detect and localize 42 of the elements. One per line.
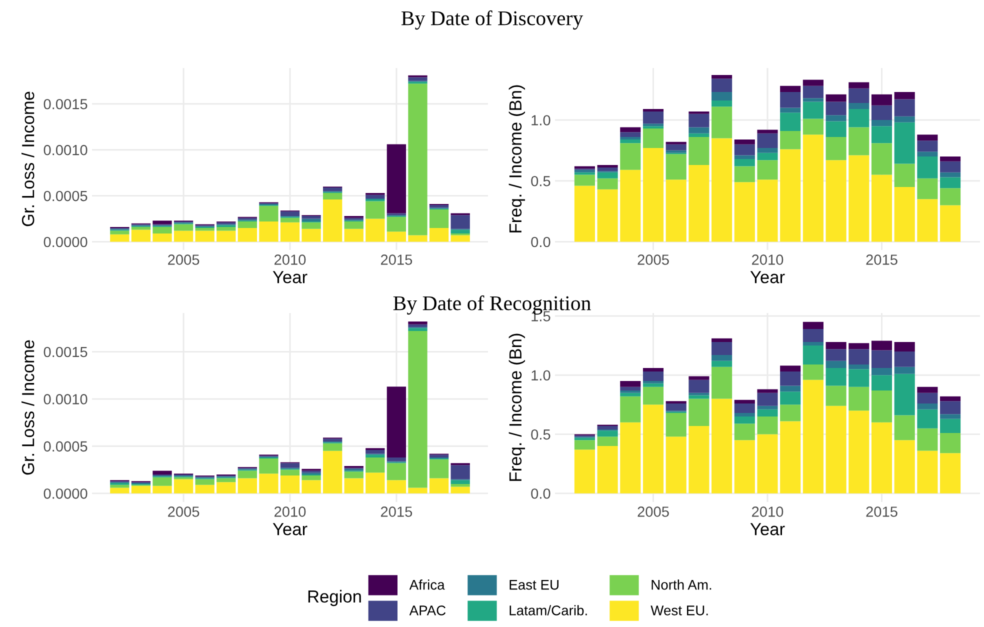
x-tick-label: 2010 (274, 506, 306, 517)
x-axis-title: Year (272, 523, 308, 536)
y-tick-label: 0.0000 (44, 488, 88, 499)
y-axis-title: Gr. Loss / Income (21, 92, 34, 226)
legend-label: APAC (409, 606, 446, 616)
y-tick-label: 0.5 (531, 429, 550, 440)
legend-label: West EU. (650, 606, 708, 616)
y-tick-label: 0.0000 (44, 236, 88, 248)
y-tick-label: 1.0 (532, 370, 550, 381)
x-tick-label: 2015 (866, 254, 898, 265)
legend-label: Africa (409, 580, 445, 590)
x-axis-title: Year (750, 523, 785, 536)
x-tick-label: 2015 (866, 506, 898, 517)
y-axis-title: Freq. / Income (Bn) (508, 334, 526, 481)
legend-label: East EU (510, 580, 558, 590)
legend-label: Latam/Carib. (510, 605, 587, 616)
y-tick-label: 0.0010 (44, 394, 88, 404)
legend-label: North Am. (652, 580, 712, 590)
x-tick-label: 2010 (752, 506, 784, 517)
x-tick-label: 2005 (168, 254, 200, 265)
x-tick-label: 2005 (638, 254, 669, 265)
y-tick-label: 0.0 (531, 488, 550, 499)
y-tick-label: 0.0015 (44, 98, 88, 110)
y-tick-label: 0.0015 (44, 346, 88, 358)
x-tick-label: 2015 (380, 506, 412, 517)
x-tick-label: 2005 (168, 506, 200, 517)
x-axis-title: Year (750, 271, 785, 284)
x-tick-label: 2010 (274, 254, 306, 265)
x-tick-label: 2010 (752, 254, 784, 265)
x-tick-label: 2005 (638, 506, 669, 517)
y-tick-label: 1.0 (532, 115, 550, 126)
y-axis-title: Freq. / Income (Bn) (508, 85, 526, 232)
y-tick-label: 0.0010 (44, 144, 88, 156)
x-axis-title: Year (272, 271, 308, 284)
chart-title: By Date of Discovery (401, 10, 584, 30)
y-tick-label: 0.0005 (44, 441, 88, 452)
x-tick-label: 2015 (380, 254, 412, 265)
legend-title: Region (308, 590, 361, 606)
y-axis-title: Gr. Loss / Income (21, 340, 34, 475)
y-tick-label: 0.0005 (44, 190, 88, 202)
y-tick-label: 0.0 (531, 236, 550, 248)
y-tick-label: 0.5 (531, 176, 550, 186)
